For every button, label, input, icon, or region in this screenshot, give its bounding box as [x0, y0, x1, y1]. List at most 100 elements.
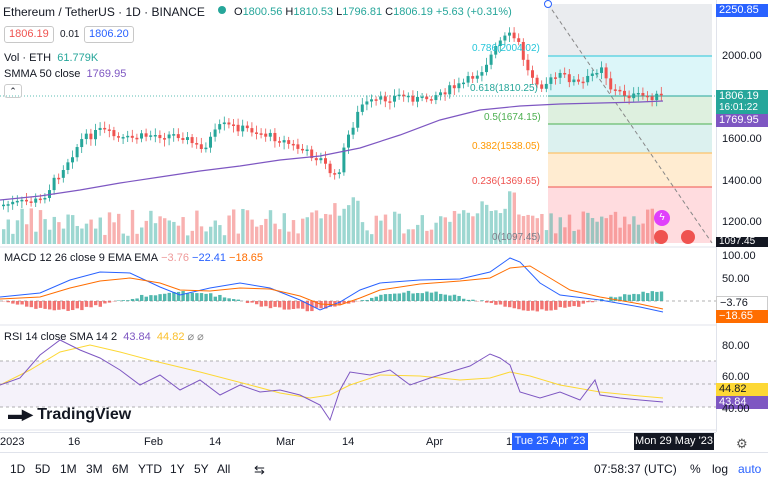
event-lightning-icon[interactable]: ϟ: [654, 210, 670, 226]
macd-histogram-bar: [646, 293, 650, 301]
candle-body: [618, 89, 622, 92]
candle-body: [282, 140, 286, 143]
collapse-legend-icon[interactable]: ⌃: [4, 84, 22, 98]
range-5y-button[interactable]: 5Y: [194, 462, 209, 476]
range-3m-button[interactable]: 3M: [86, 462, 103, 476]
volume-bar: [140, 227, 144, 244]
macd-histogram-bar: [650, 291, 654, 301]
candle-body: [604, 67, 608, 79]
candle-body: [140, 133, 143, 139]
event-flag-icon[interactable]: [681, 230, 695, 244]
macd-histogram-bar: [255, 301, 259, 305]
candle-body: [218, 124, 222, 130]
volume-bar: [273, 223, 277, 244]
time-label: 1: [506, 436, 513, 448]
settings-gear-icon[interactable]: ⚙: [736, 436, 748, 451]
volume-bar: [365, 230, 369, 244]
volume-bar: [540, 213, 544, 244]
buy-button[interactable]: 1806.20: [84, 26, 134, 43]
macd-histogram-bar: [627, 294, 631, 301]
macd-histogram-bar: [6, 301, 10, 303]
volume-bar: [167, 220, 171, 244]
volume-bar: [425, 230, 429, 244]
macd-histogram-bar: [531, 301, 535, 311]
volume-bar: [416, 224, 420, 244]
macd-histogram-bar: [558, 301, 562, 308]
auto-toggle[interactable]: auto: [738, 462, 762, 476]
volume-bar: [356, 200, 360, 244]
macd-histogram-bar: [526, 301, 530, 311]
macd-histogram-bar: [52, 301, 56, 311]
price-axis[interactable]: [716, 0, 768, 432]
macd-histogram-bar: [655, 291, 659, 301]
candle-body: [172, 134, 176, 136]
chart-canvas[interactable]: [0, 0, 716, 432]
candle-body: [370, 99, 373, 102]
calendar-range-icon[interactable]: ⇆: [254, 462, 265, 477]
candle-body: [11, 201, 15, 205]
macd-histogram-bar: [209, 293, 213, 301]
drawing-handle[interactable]: [544, 0, 552, 8]
candle-body: [15, 200, 19, 203]
candle-body: [462, 82, 465, 85]
volume-bar: [84, 223, 89, 244]
range-all-button[interactable]: All: [217, 462, 231, 476]
candle-body: [448, 85, 452, 95]
percent-toggle[interactable]: %: [690, 462, 701, 476]
sell-button[interactable]: 1806.19: [4, 26, 54, 43]
fib-label-0618: 0.618(1810.25): [470, 83, 538, 94]
volume-bar: [517, 214, 521, 244]
tradingview-logo[interactable]: ▬▶ TradingView: [8, 406, 132, 423]
volume-bar: [471, 216, 475, 244]
time-axis[interactable]: [0, 432, 716, 450]
range-6m-button[interactable]: 6M: [112, 462, 129, 476]
smma-tag: 1769.95: [716, 114, 768, 127]
macd-histogram-bar: [163, 293, 167, 301]
macd-tick: 100.00: [722, 250, 756, 262]
macd-histogram-bar: [305, 301, 309, 312]
volume-bar: [190, 230, 194, 244]
candle-body: [52, 177, 56, 191]
macd-histogram-bar: [411, 293, 415, 301]
log-toggle[interactable]: log: [712, 462, 729, 476]
candle-body: [176, 134, 180, 139]
candle-body: [80, 139, 84, 148]
volume-bar: [250, 219, 254, 244]
range-ytd-button[interactable]: YTD: [138, 462, 162, 476]
range-5d-button[interactable]: 5D: [35, 462, 51, 476]
macd-histogram-bar: [273, 301, 277, 307]
volume-bar: [259, 225, 263, 244]
macd-histogram-bar: [43, 301, 47, 309]
macd-histogram-bar: [117, 300, 121, 301]
range-1m-button[interactable]: 1M: [60, 462, 77, 476]
macd-histogram-bar: [227, 298, 231, 301]
volume-bar: [567, 214, 572, 244]
fib-retracement[interactable]: [547, 3, 713, 244]
volume-bar: [144, 220, 148, 244]
macd-histogram-bar: [452, 294, 457, 301]
candle-body: [452, 85, 456, 89]
candle-body: [61, 170, 65, 178]
macd-histogram-bar: [153, 295, 158, 301]
macd-histogram-bar: [282, 301, 286, 310]
symbol-title[interactable]: Ethereum / TetherUS · 1D · BINANCE: [3, 5, 205, 19]
event-flag-icon[interactable]: [654, 230, 668, 244]
candle-body: [646, 95, 649, 98]
range-1d-button[interactable]: 1D: [10, 462, 26, 476]
macd-histogram-bar: [186, 293, 190, 301]
utc-clock[interactable]: 07:58:37 (UTC): [594, 462, 677, 476]
volume-bar: [103, 234, 107, 244]
macd-histogram-bar: [613, 297, 618, 301]
volume-bar: [439, 216, 443, 244]
macd-histogram-bar: [94, 301, 98, 306]
candle-body: [494, 46, 498, 55]
range-1y-button[interactable]: 1Y: [170, 462, 185, 476]
candle-body: [517, 38, 521, 42]
candle-body: [420, 96, 424, 99]
macd-tag-hist: −3.76: [716, 296, 768, 311]
candle-body: [425, 96, 429, 100]
volume-bar: [20, 208, 24, 244]
volume-bar: [641, 223, 645, 244]
price-tick: 1600.00: [722, 133, 762, 145]
candle-body: [567, 74, 571, 83]
